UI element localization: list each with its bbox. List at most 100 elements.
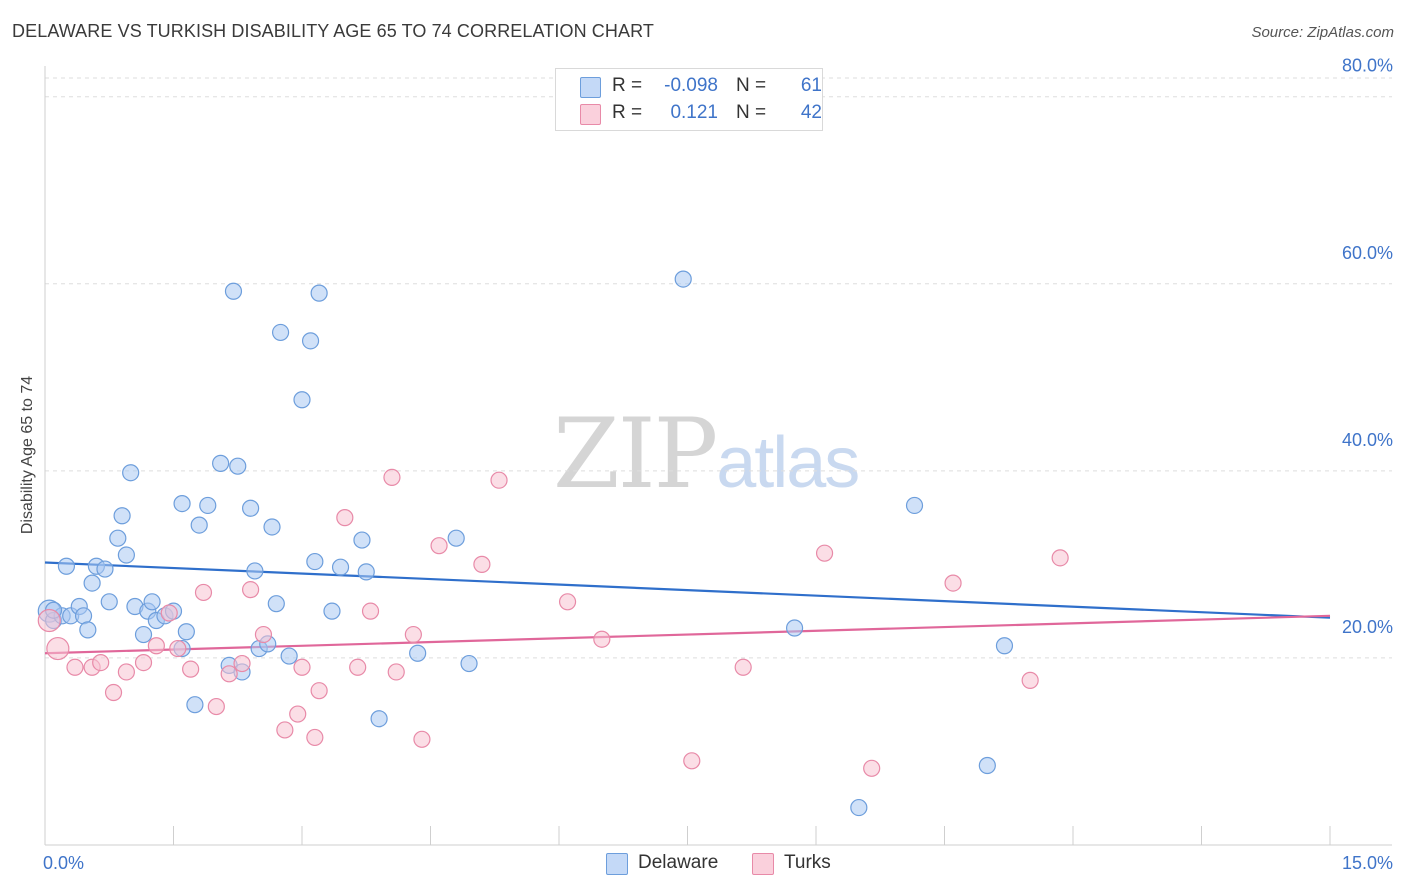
- series-swatch-delaware: [606, 853, 628, 875]
- data-point-turks: [306, 728, 324, 747]
- data-point-delaware: [850, 798, 868, 817]
- data-point-turks: [207, 697, 225, 716]
- y-tick-label: 20.0%: [1342, 617, 1393, 637]
- tick-labels: 20.0% 40.0% 60.0% 80.0% 0.0% 15.0%: [43, 56, 1393, 873]
- data-point-turks: [349, 658, 367, 676]
- data-point-turks: [194, 583, 213, 602]
- legend-n-value: 61: [800, 75, 822, 96]
- data-point-delaware: [301, 332, 320, 350]
- data-point-delaware: [117, 546, 135, 564]
- data-point-turks: [413, 730, 431, 748]
- correlation-legend: R = -0.098 N = 61 R = 0.121 N = 42: [555, 68, 823, 131]
- data-point-delaware: [177, 623, 195, 641]
- data-point-turks: [233, 654, 251, 673]
- data-point-delaware: [306, 552, 324, 571]
- data-point-turks: [182, 660, 200, 678]
- legend-r-label: R =: [612, 75, 643, 96]
- data-point-delaware: [370, 710, 388, 728]
- data-point-delaware: [785, 619, 804, 637]
- x-tick-label: 15.0%: [1342, 853, 1393, 873]
- data-point-turks: [473, 555, 491, 573]
- data-point-turks: [134, 654, 153, 672]
- y-tick-label: 60.0%: [1342, 243, 1393, 263]
- legend-r-value: 0.121: [670, 102, 718, 123]
- data-point-turks: [593, 630, 611, 648]
- data-point-delaware: [995, 637, 1014, 655]
- data-point-turks: [169, 639, 187, 658]
- data-point-turks: [104, 683, 123, 702]
- legend-swatch-turks: [580, 104, 601, 125]
- data-point-turks: [293, 658, 311, 676]
- data-point-delaware: [173, 494, 191, 513]
- source-credit: Source: ZipAtlas.com: [1251, 24, 1394, 41]
- data-point-turks: [383, 468, 401, 487]
- trend-line-turks: [44, 614, 1331, 655]
- data-point-delaware: [409, 644, 427, 662]
- data-point-delaware: [143, 593, 161, 611]
- data-point-turks: [289, 705, 307, 723]
- data-point-delaware: [79, 621, 97, 639]
- data-point-delaware: [83, 574, 101, 592]
- data-point-turks: [1051, 549, 1069, 567]
- data-point-delaware: [353, 531, 371, 549]
- data-point-turks: [336, 509, 354, 527]
- data-point-delaware: [357, 563, 375, 581]
- y-tick-label: 80.0%: [1342, 56, 1393, 76]
- series-label-turks: Turks: [784, 852, 831, 873]
- data-point-delaware: [280, 647, 298, 665]
- watermark-atlas: atlas: [716, 423, 860, 503]
- data-point-turks: [160, 604, 178, 622]
- data-point-delaware: [978, 756, 996, 775]
- data-point-turks: [361, 602, 380, 620]
- data-points: [37, 270, 1069, 817]
- x-tick-label: 0.0%: [43, 853, 84, 873]
- data-point-turks: [387, 663, 405, 681]
- data-point-delaware: [100, 593, 118, 611]
- data-point-delaware: [134, 625, 153, 644]
- watermark-zip: ZIP: [553, 398, 718, 510]
- data-point-turks: [147, 637, 165, 655]
- data-point-turks: [863, 759, 881, 777]
- data-point-turks: [1021, 671, 1039, 689]
- data-point-delaware: [267, 595, 285, 613]
- data-point-delaware: [460, 654, 478, 673]
- data-point-turks: [276, 721, 294, 739]
- chart-title: DELAWARE VS TURKISH DISABILITY AGE 65 TO…: [12, 21, 654, 41]
- data-point-delaware: [212, 454, 230, 472]
- data-point-turks: [117, 663, 135, 681]
- data-point-turks: [815, 544, 834, 562]
- data-point-turks: [220, 665, 238, 683]
- data-point-delaware: [242, 499, 260, 517]
- data-point-turks: [683, 752, 701, 770]
- data-point-delaware: [905, 496, 924, 515]
- data-point-delaware: [96, 560, 114, 578]
- series-legend: Delaware Turks: [0, 852, 1406, 878]
- data-point-delaware: [323, 602, 341, 620]
- data-point-delaware: [271, 323, 290, 342]
- data-point-delaware: [113, 507, 131, 525]
- watermark: ZIPatlas: [553, 398, 860, 510]
- data-point-delaware: [122, 464, 140, 482]
- data-point-turks: [92, 654, 110, 672]
- data-point-delaware: [263, 518, 281, 536]
- series-label-delaware: Delaware: [638, 852, 719, 873]
- data-point-delaware: [224, 282, 243, 300]
- data-point-delaware: [199, 496, 217, 515]
- axes: [44, 66, 1392, 846]
- data-point-delaware: [293, 391, 311, 409]
- data-point-turks: [734, 658, 752, 676]
- data-point-delaware: [331, 558, 350, 576]
- data-point-delaware: [447, 529, 465, 547]
- data-point-delaware: [57, 557, 76, 575]
- data-point-turks: [46, 636, 70, 661]
- legend-r-value: -0.098: [664, 75, 718, 96]
- legend-n-value: 42: [800, 102, 822, 123]
- data-point-turks: [242, 581, 260, 599]
- data-point-turks: [254, 625, 273, 644]
- data-point-delaware: [229, 457, 247, 475]
- legend-swatch-delaware: [580, 77, 601, 98]
- data-point-turks: [310, 682, 328, 700]
- legend-n-label: N =: [736, 75, 767, 96]
- data-point-delaware: [186, 696, 204, 714]
